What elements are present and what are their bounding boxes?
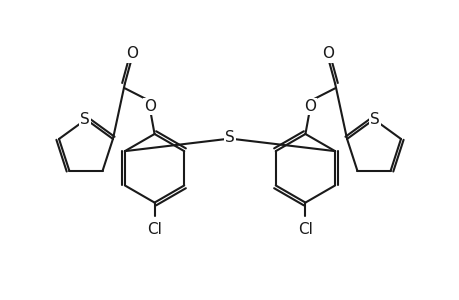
Text: S: S [224, 130, 235, 145]
Text: Cl: Cl [147, 222, 162, 237]
Text: O: O [322, 46, 334, 62]
Text: O: O [125, 46, 137, 62]
Text: Cl: Cl [297, 222, 312, 237]
Text: S: S [80, 112, 90, 127]
Text: S: S [369, 112, 379, 127]
Text: O: O [303, 99, 315, 114]
Text: O: O [144, 99, 156, 114]
